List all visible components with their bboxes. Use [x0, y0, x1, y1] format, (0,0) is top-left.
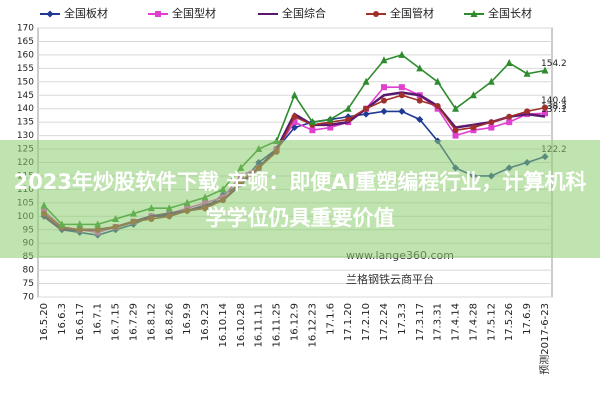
marker	[291, 119, 298, 126]
legend-label: 全国长材	[488, 6, 532, 20]
y-tick-label: 135	[17, 118, 34, 128]
x-tick-label: 17.3.31	[433, 303, 444, 341]
x-tick-label: 17.4.28	[468, 303, 479, 341]
x-tick-label: 16.6.3	[57, 303, 68, 335]
y-tick-label: 150	[17, 77, 34, 87]
marker	[524, 108, 531, 115]
x-tick-label: 16.9.23	[200, 303, 211, 341]
data-label: 140.4	[541, 96, 567, 106]
y-tick-label: 130	[17, 131, 34, 141]
marker	[380, 84, 387, 91]
marker	[308, 118, 316, 126]
legend-label: 全国综合	[282, 6, 326, 20]
legend-label: 全国型材	[172, 6, 216, 20]
marker	[542, 110, 548, 117]
marker	[470, 124, 477, 131]
marker	[542, 104, 548, 111]
legend-label: 全国板材	[64, 6, 108, 20]
x-tick-label: 17.2.10	[361, 303, 372, 341]
x-tick-label: 预测2017-6-23	[538, 303, 551, 375]
marker	[505, 58, 513, 66]
y-tick-label: 165	[17, 37, 34, 47]
marker	[380, 107, 388, 115]
marker	[416, 64, 424, 72]
legend-label: 全国管材	[390, 6, 434, 20]
marker	[398, 92, 405, 99]
y-tick-label: 75	[23, 279, 34, 289]
marker	[327, 124, 334, 131]
x-tick-label: 17.5.12	[486, 303, 497, 341]
marker	[380, 97, 387, 104]
legend-marker	[46, 10, 54, 18]
marker	[398, 50, 406, 58]
marker	[452, 132, 459, 139]
x-tick-label: 16.7.15	[111, 303, 122, 341]
y-tick-label: 80	[23, 266, 35, 276]
marker	[362, 77, 370, 85]
legend-marker	[373, 11, 379, 17]
marker	[416, 115, 424, 123]
marker	[506, 113, 513, 120]
marker	[506, 119, 513, 126]
marker	[488, 124, 495, 131]
y-tick-label: 170	[17, 24, 34, 34]
marker	[345, 116, 352, 123]
y-tick-label: 155	[17, 64, 34, 74]
y-tick-label: 160	[17, 50, 34, 60]
x-tick-label: 16.5.20	[39, 303, 50, 341]
marker	[541, 66, 549, 74]
x-tick-label: 16.12.9	[290, 303, 301, 341]
data-label: 137.1	[541, 105, 567, 115]
marker	[398, 107, 406, 115]
x-tick-label: 16.8.26	[164, 303, 175, 341]
watermark: 兰格钢铁云商平台	[346, 272, 434, 286]
x-tick-label: 17.5.26	[504, 303, 515, 341]
x-tick-label: 17.3.17	[415, 303, 426, 341]
x-tick-label: 17.1.20	[343, 303, 354, 341]
x-tick-label: 17.3.3	[397, 303, 408, 335]
banner-text: 2023年炒股软件下载 辛顿：即便AI重塑编程行业，计算机科学学位仍具重要价值	[13, 170, 587, 230]
x-tick-label: 17.4.14	[451, 303, 462, 341]
y-tick-label: 70	[23, 293, 35, 303]
marker	[416, 97, 423, 104]
data-label: 154.2	[541, 59, 567, 69]
legend-marker	[155, 11, 161, 17]
x-tick-label: 16.11.11	[254, 303, 265, 348]
x-tick-label: 16.9.9	[182, 303, 193, 335]
x-tick-label: 16.11.25	[272, 303, 283, 348]
marker	[363, 105, 370, 112]
marker	[452, 127, 459, 134]
y-tick-label: 145	[17, 91, 34, 101]
legend-marker	[470, 10, 478, 17]
marker	[326, 115, 334, 123]
marker	[344, 104, 352, 112]
marker	[452, 104, 460, 112]
banner: 2023年炒股软件下载 辛顿：即便AI重塑编程行业，计算机科学学位仍具重要价值	[0, 140, 600, 258]
marker	[523, 69, 531, 77]
marker	[434, 77, 442, 85]
x-tick-label: 16.7.29	[128, 303, 139, 341]
data-label: 138.3	[541, 102, 567, 112]
x-tick-label: 16.12.23	[307, 303, 318, 348]
x-tick-label: 16.10.14	[218, 303, 229, 348]
marker	[469, 91, 477, 99]
marker	[291, 113, 298, 120]
x-tick-label: 17.6.9	[522, 303, 533, 335]
marker	[398, 84, 405, 91]
x-tick-label: 16.6.17	[75, 303, 86, 341]
x-tick-label: 16.8.12	[146, 303, 157, 341]
marker	[380, 56, 388, 64]
x-tick-label: 17.2.24	[379, 303, 390, 341]
marker	[487, 77, 495, 85]
marker	[362, 110, 370, 118]
marker	[309, 127, 316, 134]
x-tick-label: 16.7.1	[93, 303, 104, 335]
marker	[434, 103, 441, 110]
x-tick-label: 17.1.6	[325, 303, 336, 335]
marker	[291, 91, 298, 99]
y-tick-label: 140	[17, 104, 34, 114]
x-tick-label: 16.10.28	[236, 303, 247, 348]
marker	[488, 119, 495, 126]
